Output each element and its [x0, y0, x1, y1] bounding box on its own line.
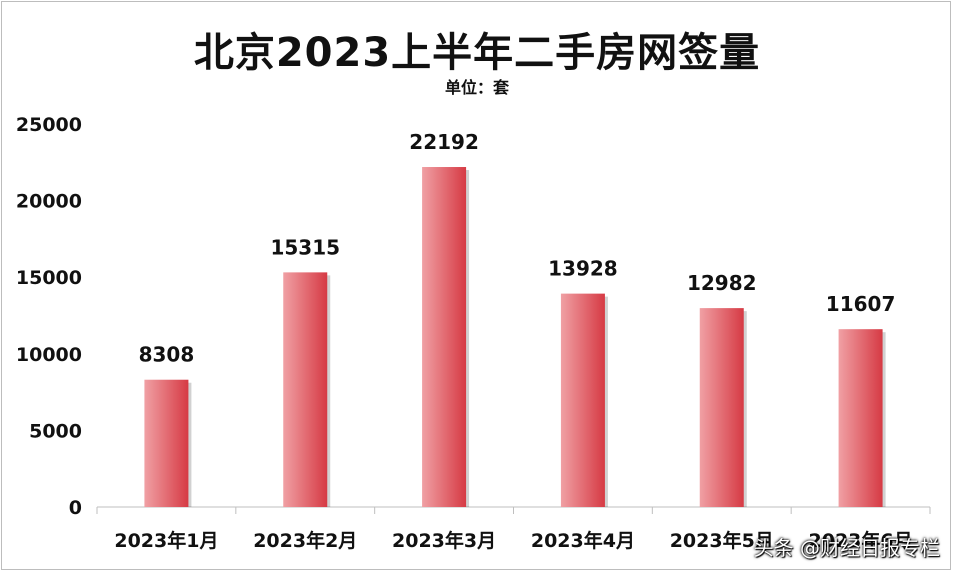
x-category-label: 2023年2月: [253, 529, 357, 552]
bar: [699, 308, 744, 507]
data-label: 13928: [548, 257, 618, 281]
x-category-label: 2023年5月: [670, 529, 774, 552]
chart-subtitle: 单位：套: [444, 78, 509, 97]
x-category-label: 2023年1月: [114, 529, 218, 552]
data-label: 22192: [409, 130, 479, 154]
bar: [422, 167, 467, 507]
x-category-label: 2023年6月: [809, 529, 913, 552]
watermark: 头条 @财经日报专栏: [753, 536, 940, 560]
y-tick-label: 25000: [16, 114, 82, 136]
y-tick-label: 20000: [16, 191, 82, 213]
y-tick-label: 0: [69, 497, 82, 519]
y-tick-label: 10000: [16, 344, 82, 366]
bar: [283, 272, 328, 507]
chart-title: 北京2023上半年二手房网签量: [193, 30, 761, 76]
x-category-label: 2023年4月: [531, 529, 635, 552]
data-label: 11607: [826, 292, 896, 316]
data-label: 12982: [687, 271, 757, 295]
bar: [838, 329, 883, 507]
y-tick-label: 15000: [16, 267, 82, 289]
data-label: 15315: [270, 235, 340, 259]
y-tick-label: 5000: [29, 420, 82, 442]
x-category-label: 2023年3月: [392, 529, 496, 552]
bar: [560, 293, 605, 507]
data-label: 8308: [139, 343, 195, 367]
bar: [144, 379, 189, 507]
